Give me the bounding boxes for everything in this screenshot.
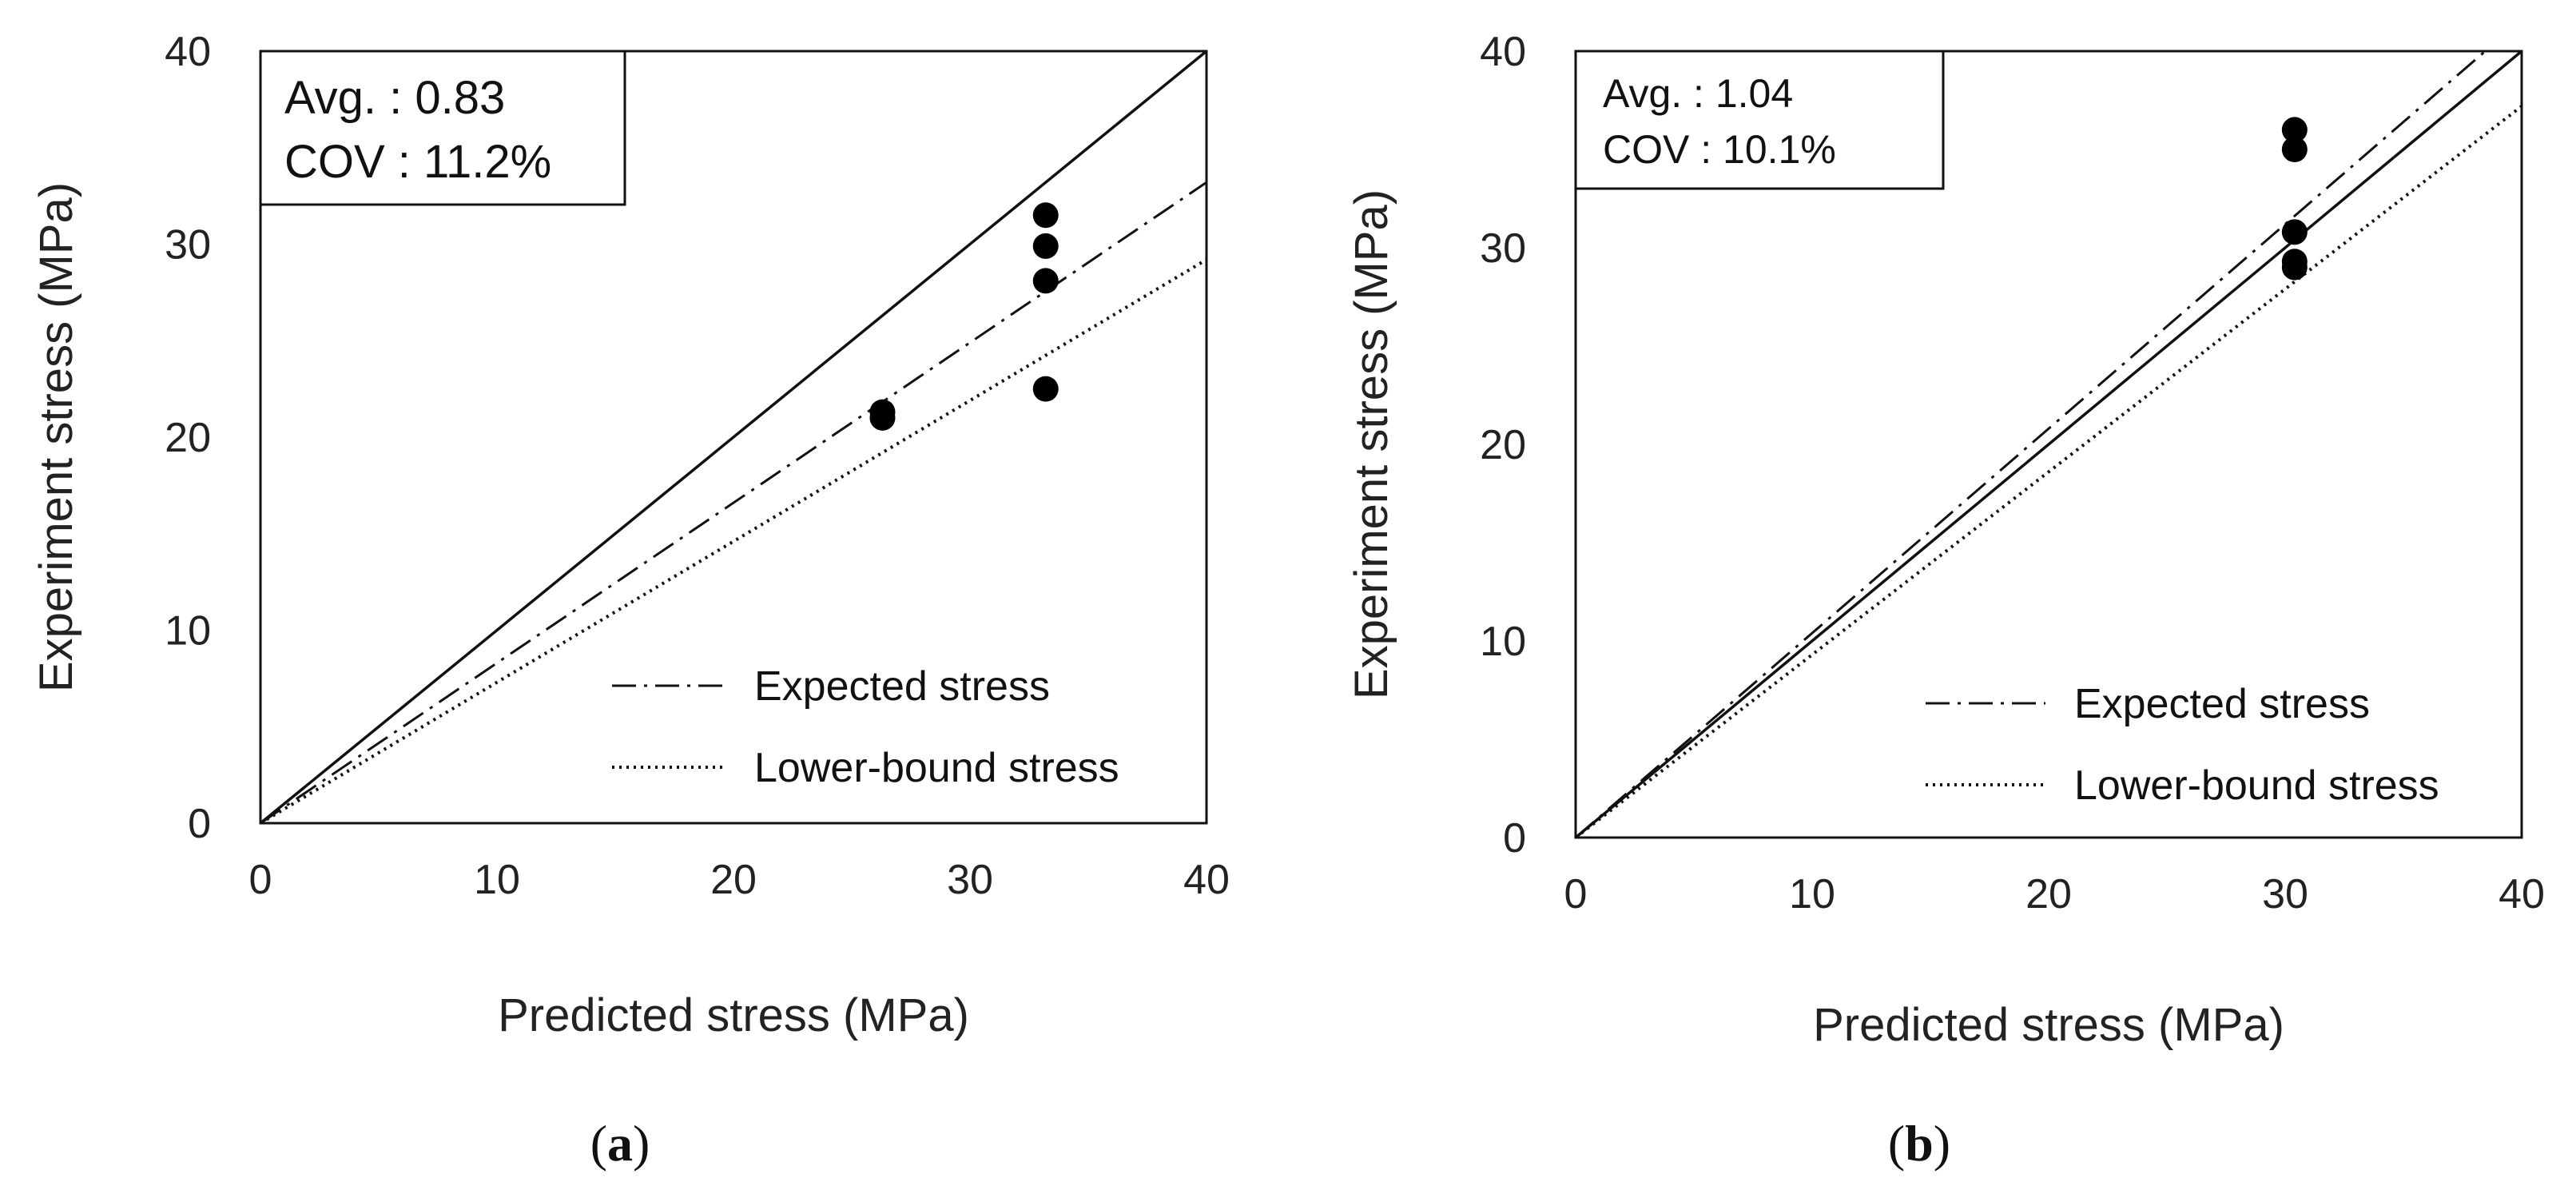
data-point — [1032, 233, 1059, 259]
panel-label-a: (a) — [590, 1115, 650, 1172]
y-tick-label: 40 — [165, 29, 211, 75]
x-tick-label: 10 — [1789, 871, 1835, 917]
plot-frame — [1574, 50, 2523, 839]
stats-cov: COV : 10.1% — [1603, 127, 1836, 172]
stats-avg: Avg. : 0.83 — [284, 72, 505, 124]
reference-line-expected-stress — [1576, 51, 2487, 838]
x-tick-label: 10 — [474, 857, 520, 903]
reference-line-expected-stress — [260, 181, 1207, 823]
reference-line-lower-bound-stress — [1576, 104, 2522, 838]
panel-label-b: (b) — [1888, 1115, 1950, 1172]
stats-cov: COV : 11.2% — [284, 136, 551, 188]
data-point — [869, 404, 896, 431]
plot-frame — [259, 50, 1208, 825]
y-tick-label: 0 — [188, 801, 211, 847]
data-point — [1032, 268, 1059, 294]
legend-lowerbound-label: Lower-bound stress — [2074, 762, 2439, 809]
x-tick-label: 0 — [1564, 871, 1588, 917]
data-point — [2281, 137, 2308, 162]
reference-line-equality — [260, 51, 1207, 823]
x-axis-title: Predicted stress (MPa) — [498, 989, 969, 1041]
data-point — [2281, 117, 2308, 143]
x-tick-label: 30 — [947, 857, 993, 903]
y-tick-label: 30 — [165, 222, 211, 269]
data-point — [1032, 202, 1059, 229]
y-tick-label: 20 — [1480, 422, 1526, 468]
y-tick-label: 10 — [1480, 619, 1526, 665]
legend-expected-label: Expected stress — [2074, 681, 2370, 727]
y-tick-label: 30 — [1480, 225, 1526, 272]
data-point — [2281, 219, 2308, 245]
y-tick-label: 0 — [1503, 815, 1526, 862]
data-point — [2281, 254, 2308, 281]
chart-panel-b: 0 10 20 30 40 0 10 20 30 40 Avg. : 1.04 COV : 10… — [1346, 29, 2545, 1172]
legend-expected-label: Expected stress — [754, 663, 1050, 710]
y-axis-title: Experiment stress (MPa) — [30, 182, 82, 692]
x-tick-label: 0 — [249, 857, 272, 903]
stats-avg: Avg. : 1.04 — [1603, 71, 1793, 116]
x-tick-label: 40 — [2498, 871, 2545, 917]
y-tick-label: 20 — [165, 415, 211, 461]
x-tick-label: 20 — [710, 857, 757, 903]
x-tick-label: 20 — [2025, 871, 2072, 917]
y-tick-label: 40 — [1480, 29, 1526, 75]
stats-box — [259, 50, 626, 206]
x-axis-title: Predicted stress (MPa) — [1813, 999, 2284, 1051]
y-tick-label: 10 — [165, 608, 211, 655]
reference-line-lower-bound-stress — [260, 257, 1207, 823]
chart-panel-a: 0 10 20 30 40 0 10 20 30 40 Avg. : 0.83 COV : 11… — [30, 29, 1230, 1172]
stats-box — [1574, 50, 1945, 190]
legend-lowerbound-label: Lower-bound stress — [754, 745, 1119, 791]
x-tick-label: 40 — [1183, 857, 1230, 903]
x-tick-label: 30 — [2262, 871, 2308, 917]
y-axis-title: Experiment stress (MPa) — [1346, 189, 1397, 699]
data-point — [1032, 376, 1059, 402]
reference-line-equality — [1576, 51, 2522, 838]
